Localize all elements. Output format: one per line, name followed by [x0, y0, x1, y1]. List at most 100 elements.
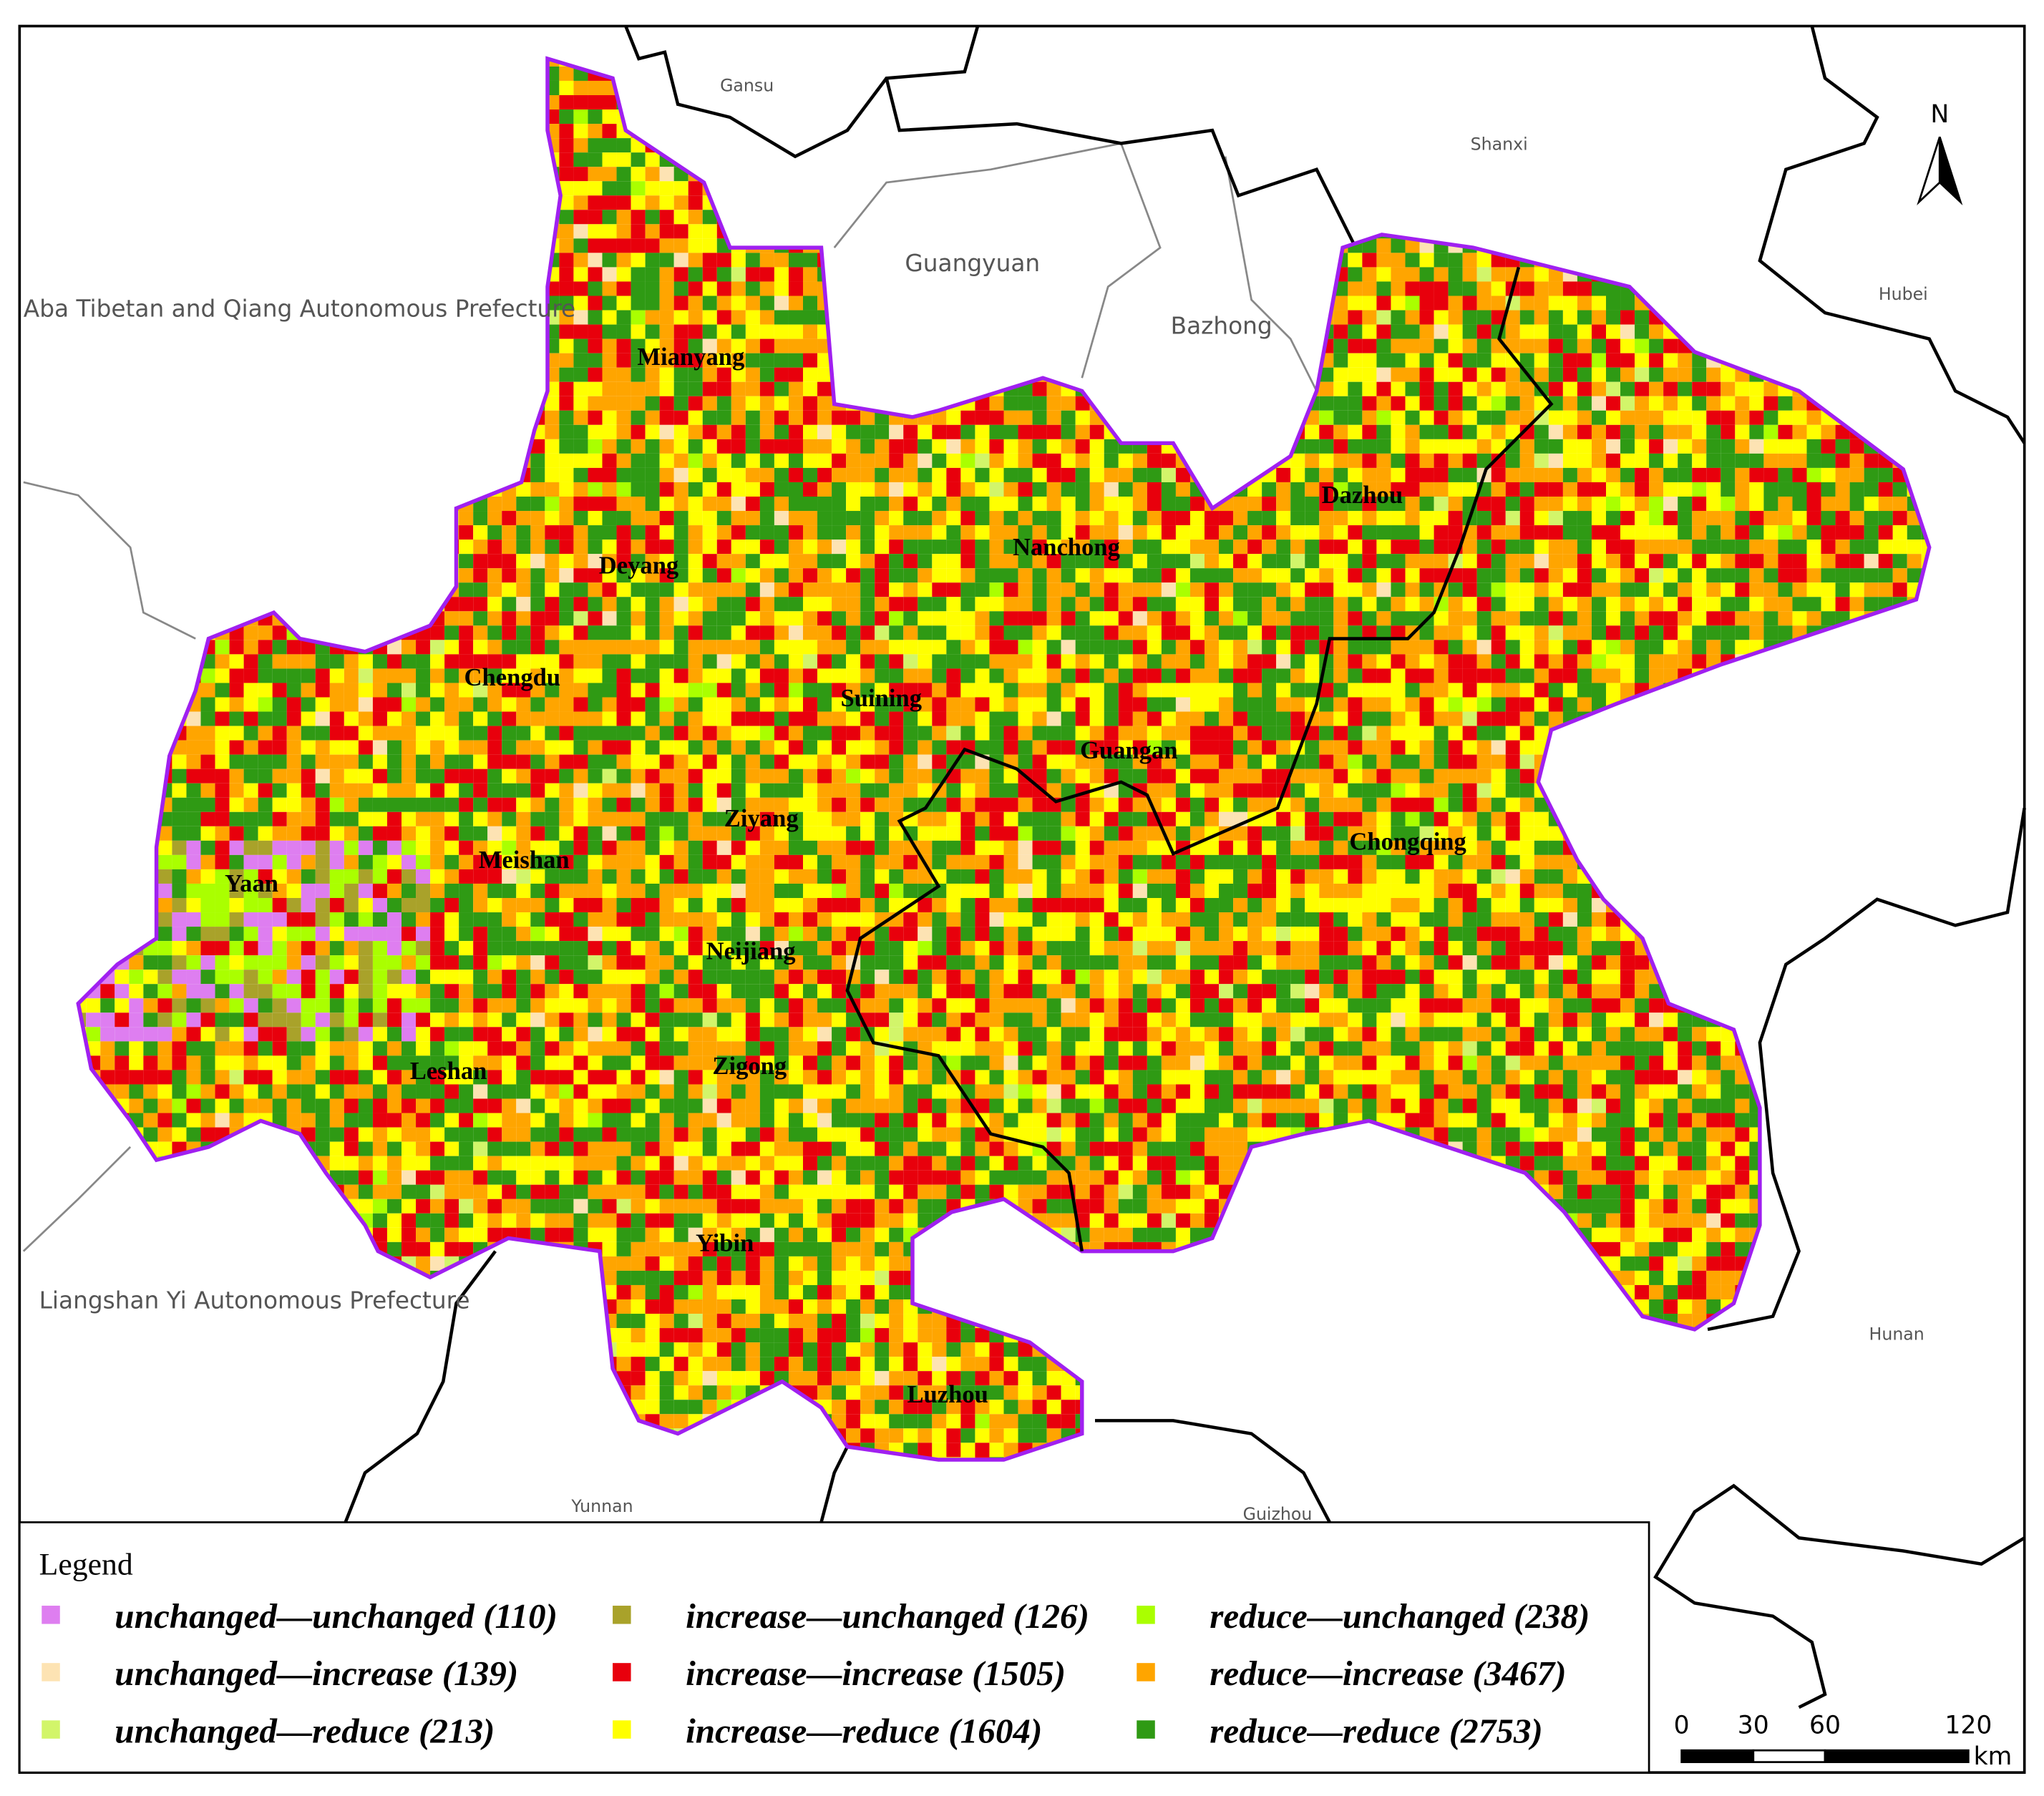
map-cell — [1835, 497, 1850, 512]
map-cell — [1491, 410, 1506, 425]
map-cell — [588, 554, 603, 569]
map-cell — [731, 310, 746, 325]
map-cell — [1577, 582, 1592, 597]
map-cell — [1405, 338, 1420, 353]
map-cell — [616, 138, 631, 153]
map-cell — [1391, 396, 1406, 411]
map-cell — [573, 439, 588, 454]
map-cell — [673, 353, 688, 368]
map-cell — [774, 410, 789, 425]
map-cell — [1391, 267, 1406, 282]
map-cell — [487, 582, 502, 597]
map-cell — [645, 281, 660, 296]
map-cell — [1505, 353, 1520, 368]
map-cell — [702, 525, 717, 540]
map-cell — [1448, 482, 1463, 497]
map-cell — [1692, 439, 1707, 454]
map-cell — [645, 525, 660, 540]
map-cell — [616, 210, 631, 225]
map-cell — [1247, 497, 1262, 512]
map-cell — [1749, 554, 1764, 569]
map-cell — [1649, 353, 1664, 368]
map-cell — [1391, 482, 1406, 497]
map-cell — [1505, 568, 1520, 583]
map-cell — [788, 482, 803, 497]
map-cell — [1434, 324, 1449, 339]
map-cell — [918, 467, 933, 482]
map-cell — [1419, 511, 1434, 526]
map-cell — [1792, 525, 1807, 540]
map-cell — [1118, 540, 1133, 555]
map-cell — [1620, 497, 1635, 512]
map-cell — [1405, 511, 1420, 526]
map-cell — [918, 497, 933, 512]
map-cell — [1376, 467, 1391, 482]
map-cell — [759, 253, 774, 268]
map-cell — [960, 554, 975, 569]
map-cell — [1678, 582, 1693, 597]
map-cell — [459, 597, 474, 612]
map-cell — [602, 582, 617, 597]
map-cell — [659, 410, 674, 425]
map-cell — [631, 253, 646, 268]
map-cell — [688, 582, 703, 597]
map-cell — [1606, 568, 1621, 583]
map-cell — [588, 582, 603, 597]
map-cell — [1505, 511, 1520, 526]
map-cell — [832, 439, 847, 454]
map-cell — [1562, 338, 1577, 353]
map-cell — [1562, 497, 1577, 512]
map-cell — [1419, 439, 1434, 454]
map-cell — [1491, 353, 1506, 368]
map-cell — [1849, 582, 1864, 597]
map-cell — [1405, 410, 1420, 425]
map-cell — [1892, 525, 1907, 540]
map-cell — [1505, 439, 1520, 454]
map-cell — [1635, 424, 1650, 439]
map-cell — [1362, 525, 1377, 540]
map-cell — [731, 267, 746, 282]
map-cell — [1735, 453, 1750, 468]
map-cell — [1175, 568, 1190, 583]
map-cell — [588, 439, 603, 454]
map-cell — [803, 554, 818, 569]
map-cell — [616, 381, 631, 396]
map-cell — [702, 467, 717, 482]
map-cell — [1476, 324, 1491, 339]
map-cell — [545, 597, 560, 612]
map-cell — [702, 439, 717, 454]
map-cell — [1348, 310, 1363, 325]
map-cell — [1892, 540, 1907, 555]
map-cell — [1046, 497, 1061, 512]
map-cell — [1319, 396, 1334, 411]
map-cell — [1362, 497, 1377, 512]
map-cell — [1362, 410, 1377, 425]
map-cell — [1763, 439, 1778, 454]
map-cell — [1721, 453, 1736, 468]
map-cell — [1792, 453, 1807, 468]
map-cell — [573, 310, 588, 325]
map-cell — [1663, 353, 1678, 368]
map-cell — [1405, 310, 1420, 325]
map-cell — [1405, 267, 1420, 282]
map-cell — [1075, 540, 1090, 555]
map-cell — [702, 453, 717, 468]
map-cell — [1104, 554, 1119, 569]
map-cell — [1606, 511, 1621, 526]
map-cell — [1635, 467, 1650, 482]
map-cell — [1635, 338, 1650, 353]
map-cell — [1505, 540, 1520, 555]
map-cell — [516, 582, 531, 597]
map-cell — [473, 525, 488, 540]
map-cell — [1075, 497, 1090, 512]
map-cell — [1735, 568, 1750, 583]
map-cell — [1792, 482, 1807, 497]
map-cell — [1147, 525, 1162, 540]
map-cell — [1333, 467, 1348, 482]
map-cell — [602, 109, 617, 125]
map-cell — [702, 353, 717, 368]
map-cell — [702, 568, 717, 583]
map-cell — [1376, 396, 1391, 411]
map-cell — [487, 568, 502, 583]
map-cell — [716, 453, 731, 468]
